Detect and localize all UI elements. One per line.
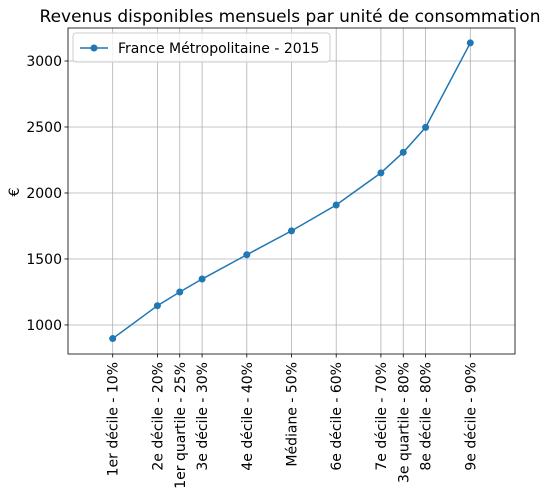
y-tick-label: 2000 bbox=[26, 186, 62, 202]
x-tick-label: Médiane - 50% bbox=[285, 362, 301, 467]
x-tick-label: 9e décile - 90% bbox=[463, 362, 479, 471]
data-point bbox=[153, 302, 161, 310]
chart-title: Revenus disponibles mensuels par unité d… bbox=[40, 7, 541, 27]
data-point bbox=[109, 335, 117, 343]
x-tick-label: 4e décile - 40% bbox=[240, 362, 256, 471]
x-tick-label: 1er décile - 10% bbox=[106, 362, 122, 476]
data-point bbox=[198, 275, 206, 283]
data-point bbox=[422, 123, 430, 131]
legend-box bbox=[72, 32, 331, 63]
series-layer bbox=[109, 39, 474, 343]
x-axis-ticks: 1er décile - 10% 2e décile - 20% 1er quart… bbox=[106, 354, 479, 489]
grid bbox=[68, 28, 515, 354]
x-tick-label: 2e décile - 20% bbox=[150, 362, 166, 471]
legend-marker bbox=[90, 44, 98, 52]
y-tick-label: 2500 bbox=[26, 120, 62, 136]
x-tick-label: 8e décile - 80% bbox=[419, 362, 435, 471]
data-point bbox=[243, 251, 251, 259]
y-axis-ticks: 1000 1500 2000 2500 3000 bbox=[26, 54, 68, 334]
y-axis-label: € bbox=[7, 188, 23, 197]
plot-frame bbox=[67, 27, 516, 355]
data-point bbox=[377, 169, 385, 177]
y-tick-label: 3000 bbox=[26, 54, 62, 70]
data-point bbox=[332, 201, 340, 209]
y-tick-label: 1500 bbox=[26, 252, 62, 268]
data-point bbox=[466, 39, 474, 47]
x-tick-label: 7e décile - 70% bbox=[374, 362, 390, 471]
legend: France Métropolitaine - 2015 bbox=[72, 32, 331, 63]
x-tick-label: 3e quartile - 80% bbox=[396, 362, 412, 483]
x-tick-label: 1er quartile - 25% bbox=[173, 362, 189, 489]
x-tick-label: 6e décile - 60% bbox=[329, 362, 345, 471]
data-point bbox=[176, 288, 184, 296]
data-point bbox=[288, 227, 295, 235]
x-tick-label: 3e décile - 30% bbox=[195, 362, 211, 471]
y-tick-label: 1000 bbox=[26, 318, 62, 334]
legend-label: France Métropolitaine - 2015 bbox=[118, 41, 319, 57]
data-point bbox=[399, 148, 407, 156]
